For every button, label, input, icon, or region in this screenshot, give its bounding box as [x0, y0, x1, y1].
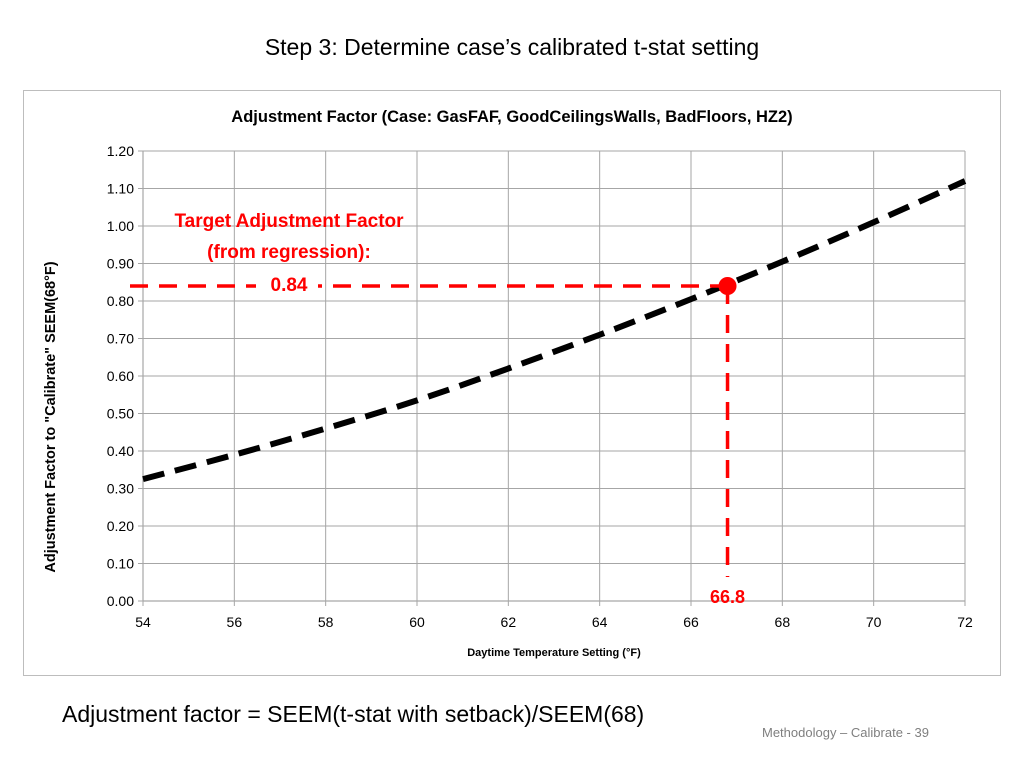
y-tick-label: 0.80 — [107, 293, 134, 309]
target-label-line: 0.84 — [271, 275, 308, 296]
slide-footer: Methodology – Calibrate - 39 — [762, 725, 929, 740]
y-tick-label: 0.90 — [107, 256, 134, 272]
x-tick-label: 70 — [866, 614, 882, 630]
series-layer — [142, 178, 967, 483]
slide-title: Step 3: Determine case’s calibrated t-st… — [264, 34, 760, 60]
x-tick-label: 64 — [592, 614, 608, 630]
y-tick-label: 0.60 — [107, 368, 134, 384]
x-tick-label: 72 — [957, 614, 973, 630]
y-tick-label: 1.00 — [107, 218, 134, 234]
x-tick-label: 56 — [227, 614, 243, 630]
y-tick-label: 0.40 — [107, 443, 134, 459]
target-point — [718, 277, 737, 295]
x-tick-label: 54 — [135, 614, 151, 630]
chart-title: Adjustment Factor (Case: GasFAF, GoodCei… — [231, 108, 792, 126]
chart-frame: Adjustment Factor (Case: GasFAF, GoodCei… — [23, 90, 1001, 676]
adjustment-factor-chart: Adjustment Factor (Case: GasFAF, GoodCei… — [43, 108, 973, 659]
y-tick-label: 0.30 — [107, 481, 134, 497]
y-axis-label: Adjustment Factor to "Calibrate" SEEM(68… — [43, 261, 59, 572]
series-line — [142, 178, 967, 483]
tick-layer: 0.00 0.10 0.20 0.30 0.40 0.50 0.60 0.70 0.80 0.90… — [107, 143, 973, 630]
y-tick-label: 0.20 — [107, 518, 134, 534]
y-tick-label: 1.20 — [107, 143, 134, 159]
target-label-line: Target Adjustment Factor — [174, 211, 404, 232]
x-tick-label: 66 — [683, 614, 699, 630]
x-tick-label: 58 — [318, 614, 334, 630]
x-tick-label: 60 — [409, 614, 425, 630]
x-tick-label: 62 — [501, 614, 517, 630]
y-tick-label: 0.10 — [107, 556, 134, 572]
grid-layer — [138, 150, 966, 606]
slide-caption: Adjustment factor = SEEM(t-stat with set… — [62, 701, 645, 727]
target-label-line: (from regression): — [207, 242, 371, 263]
x-tick-label: 68 — [775, 614, 791, 630]
y-tick-label: 0.00 — [107, 593, 134, 609]
y-tick-label: 0.50 — [107, 406, 134, 422]
target-x-label: 66.8 — [710, 587, 745, 607]
target-layer: Target Adjustment Factor (from regression… — [130, 211, 745, 607]
x-axis-label: Daytime Temperature Setting (°F) — [467, 647, 641, 659]
y-tick-label: 1.10 — [107, 181, 134, 197]
target-label-mask — [256, 270, 318, 296]
y-tick-label: 0.70 — [107, 331, 134, 347]
